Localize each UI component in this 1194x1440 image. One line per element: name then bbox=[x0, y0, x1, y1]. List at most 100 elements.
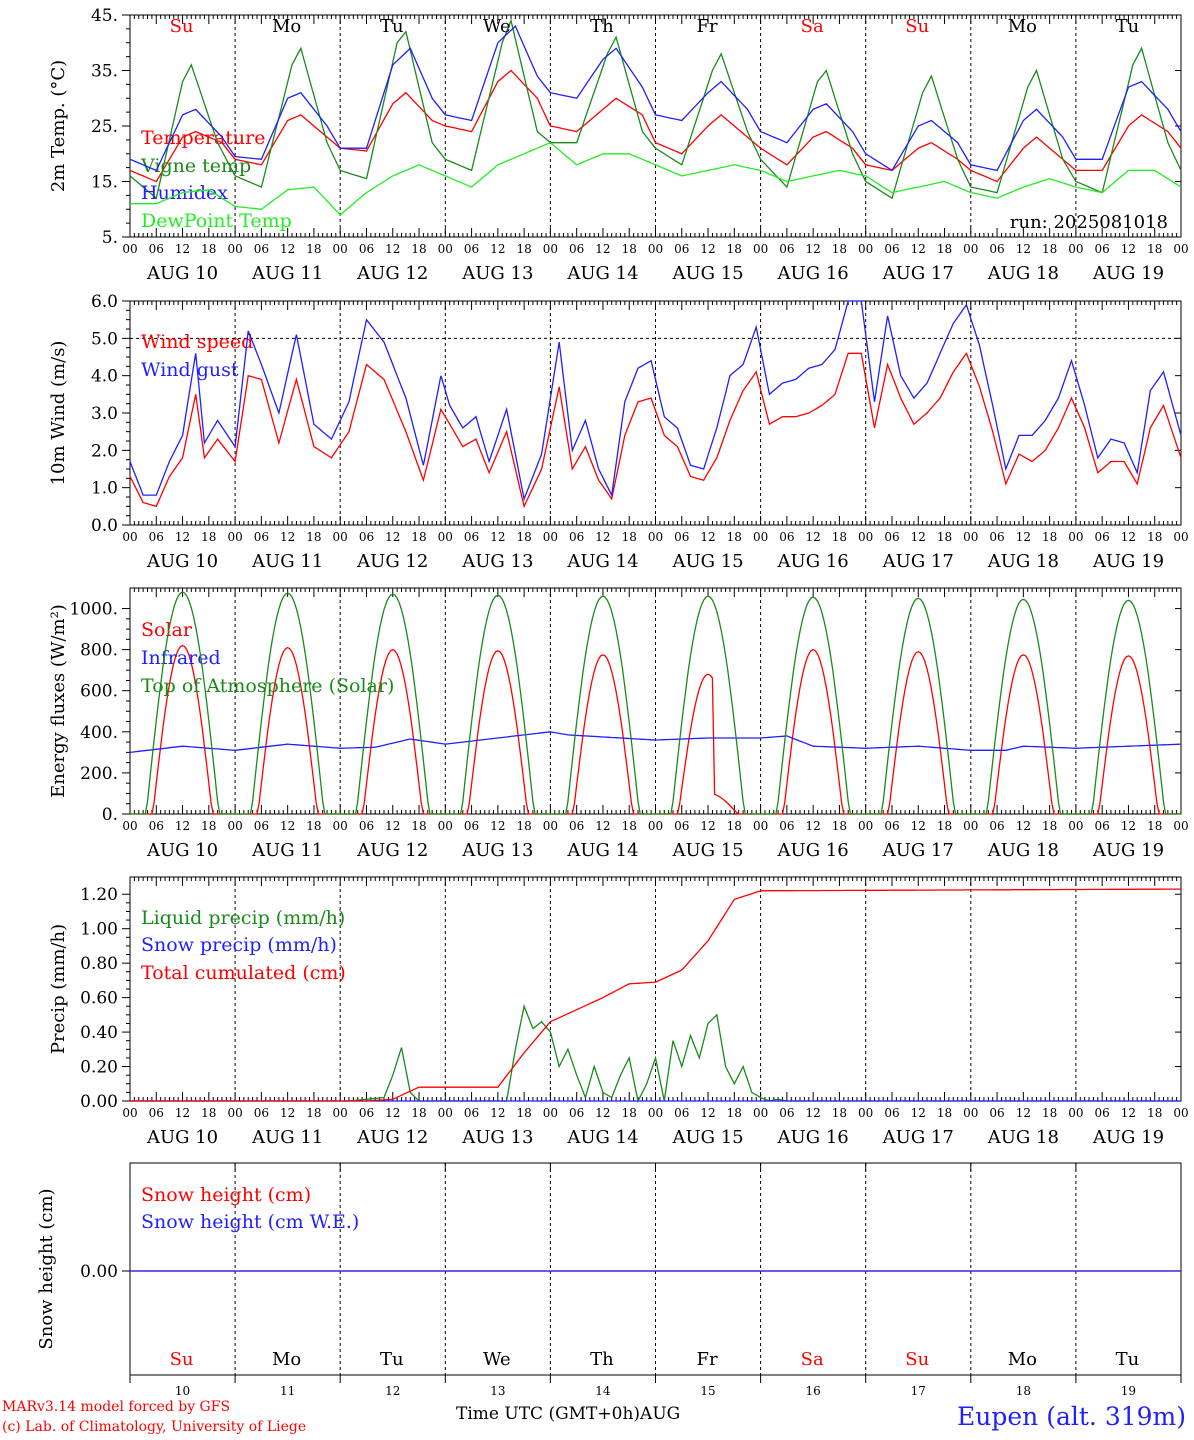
hour-tick-label: 00 bbox=[1173, 819, 1188, 833]
hour-tick-label: 12 bbox=[175, 242, 190, 256]
hour-tick-label: 18 bbox=[1147, 530, 1162, 544]
series-line-vigne-temp bbox=[129, 18, 1182, 200]
hour-tick-label: 00 bbox=[963, 530, 978, 544]
hour-tick-label: 00 bbox=[963, 819, 978, 833]
date-label: AUG 14 bbox=[566, 1127, 638, 1148]
hour-tick-label: 00 bbox=[1068, 242, 1083, 256]
date-label: AUG 16 bbox=[777, 551, 849, 572]
hour-tick-label: 00 bbox=[1173, 242, 1188, 256]
hour-tick-label: 00 bbox=[858, 242, 873, 256]
hour-tick-label: 18 bbox=[1042, 1106, 1057, 1120]
day-label-bottom: Tu bbox=[380, 1349, 404, 1370]
date-tick-label: 13 bbox=[490, 1384, 505, 1398]
hour-tick-label: 00 bbox=[543, 530, 558, 544]
hour-tick-label: 18 bbox=[832, 530, 847, 544]
hour-tick-label: 18 bbox=[201, 530, 216, 544]
hour-tick-label: 06 bbox=[464, 530, 479, 544]
date-label: AUG 19 bbox=[1092, 551, 1164, 572]
hour-tick-label: 12 bbox=[175, 530, 190, 544]
date-label: AUG 18 bbox=[987, 1127, 1059, 1148]
hour-tick-label: 12 bbox=[1016, 242, 1031, 256]
date-label: AUG 11 bbox=[251, 551, 323, 572]
y-tick-label: 5.0 bbox=[91, 329, 118, 349]
hour-tick-label: 18 bbox=[1147, 242, 1162, 256]
hour-tick-label: 18 bbox=[832, 1106, 847, 1120]
hour-tick-label: 12 bbox=[175, 1106, 190, 1120]
y-tick-label: 25. bbox=[91, 117, 118, 137]
hour-tick-label: 00 bbox=[543, 242, 558, 256]
series-line-dewpoint-temp bbox=[130, 141, 1182, 216]
y-tick-label: 800. bbox=[80, 641, 118, 661]
hour-tick-label: 06 bbox=[989, 530, 1004, 544]
hour-tick-label: 06 bbox=[884, 1106, 899, 1120]
date-tick-label: 15 bbox=[700, 1384, 715, 1398]
date-tick-label: 12 bbox=[385, 1384, 400, 1398]
y-tick-label: 5. bbox=[102, 228, 118, 248]
hour-tick-label: 00 bbox=[753, 819, 768, 833]
hour-tick-label: 12 bbox=[911, 819, 926, 833]
day-label-bottom: We bbox=[483, 1349, 511, 1370]
hour-tick-label: 06 bbox=[779, 242, 794, 256]
panel-4: 00 06 12 18 00 06 12 18 00 06 12 18 00 06 12 18 00 06 12 18… bbox=[48, 876, 1189, 1148]
hour-tick-label: 12 bbox=[911, 1106, 926, 1120]
series-line-wind-gust bbox=[129, 300, 1182, 502]
hour-tick-label: 12 bbox=[1121, 242, 1136, 256]
legend-entry: Wind gust bbox=[141, 359, 239, 381]
hour-tick-label: 12 bbox=[1016, 819, 1031, 833]
hour-tick-label: 00 bbox=[122, 819, 137, 833]
date-tick-label: 18 bbox=[1016, 1384, 1031, 1398]
hour-tick-label: 12 bbox=[490, 242, 505, 256]
date-label: AUG 15 bbox=[671, 263, 743, 284]
hour-tick-label: 06 bbox=[149, 242, 164, 256]
hour-tick-label: 06 bbox=[884, 530, 899, 544]
series-line-temperature bbox=[129, 69, 1182, 183]
hour-tick-label: 12 bbox=[490, 819, 505, 833]
day-label-top: We bbox=[483, 16, 511, 37]
panel-5: 10 11 12 13 14 15 16 17 18 19 0.00 Snow height (cm)… bbox=[36, 1162, 1182, 1398]
hour-tick-label: 00 bbox=[753, 242, 768, 256]
y-tick-label: 0.00 bbox=[80, 1092, 118, 1112]
hour-tick-label: 12 bbox=[490, 1106, 505, 1120]
date-label: AUG 19 bbox=[1092, 840, 1164, 861]
x-axis-title: Time UTC (GMT+0h)AUG bbox=[456, 1404, 681, 1424]
date-label: AUG 10 bbox=[146, 1127, 218, 1148]
date-label: AUG 10 bbox=[146, 840, 218, 861]
day-label-bottom: Su bbox=[905, 1349, 929, 1370]
day-label-bottom: Fr bbox=[697, 1349, 718, 1370]
hour-tick-label: 00 bbox=[122, 530, 137, 544]
hour-tick-label: 12 bbox=[280, 819, 295, 833]
hour-tick-label: 00 bbox=[333, 242, 348, 256]
hour-tick-label: 18 bbox=[516, 819, 531, 833]
date-tick-label: 16 bbox=[806, 1384, 821, 1398]
hour-tick-label: 06 bbox=[884, 819, 899, 833]
hour-tick-label: 06 bbox=[464, 242, 479, 256]
hour-tick-label: 06 bbox=[359, 819, 374, 833]
hour-tick-label: 00 bbox=[1173, 530, 1188, 544]
y-tick-label: 0. bbox=[102, 805, 118, 825]
hour-tick-label: 00 bbox=[753, 1106, 768, 1120]
hour-tick-label: 00 bbox=[858, 530, 873, 544]
day-label-bottom: Su bbox=[170, 1349, 194, 1370]
hour-tick-label: 00 bbox=[1068, 530, 1083, 544]
hour-tick-label: 06 bbox=[569, 242, 584, 256]
hour-tick-label: 06 bbox=[254, 1106, 269, 1120]
date-label: AUG 13 bbox=[461, 263, 533, 284]
hour-tick-label: 00 bbox=[1173, 1106, 1188, 1120]
hour-tick-label: 18 bbox=[1042, 242, 1057, 256]
hour-tick-label: 06 bbox=[569, 530, 584, 544]
day-label-top: Mo bbox=[272, 16, 301, 37]
y-axis-label: 10m Wind (m/s) bbox=[48, 341, 69, 486]
hour-tick-label: 18 bbox=[622, 242, 637, 256]
hour-tick-label: 00 bbox=[648, 530, 663, 544]
hour-tick-label: 00 bbox=[963, 1106, 978, 1120]
hour-tick-label: 18 bbox=[411, 242, 426, 256]
hour-tick-label: 06 bbox=[779, 530, 794, 544]
hour-tick-label: 06 bbox=[989, 819, 1004, 833]
hour-tick-label: 00 bbox=[438, 242, 453, 256]
hour-tick-label: 18 bbox=[1147, 819, 1162, 833]
hour-tick-label: 06 bbox=[989, 242, 1004, 256]
date-label: AUG 11 bbox=[251, 840, 323, 861]
hour-tick-label: 12 bbox=[1016, 1106, 1031, 1120]
hour-tick-label: 00 bbox=[753, 530, 768, 544]
